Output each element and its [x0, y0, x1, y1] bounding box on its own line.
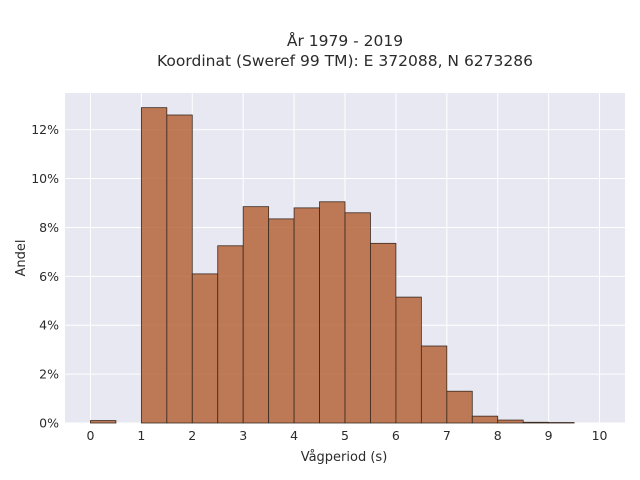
histogram-bar: [90, 420, 117, 424]
histogram-bar: [217, 245, 244, 424]
histogram-bar: [191, 273, 219, 424]
y-tick-label: 8%: [39, 220, 59, 235]
histogram-bar: [293, 207, 320, 424]
histogram-bar: [497, 419, 524, 424]
x-tick-label: 9: [545, 428, 553, 443]
histogram-bar: [344, 212, 371, 424]
histogram-bar: [471, 415, 499, 424]
y-tick-label: 2%: [39, 367, 59, 382]
histogram-bar: [140, 107, 168, 424]
x-tick-label: 5: [341, 428, 349, 443]
x-tick-label: 3: [239, 428, 247, 443]
histogram-bar: [446, 390, 473, 424]
x-tick-label: 2: [188, 428, 196, 443]
x-tick-label: 1: [137, 428, 145, 443]
histogram-bar: [166, 114, 193, 424]
x-axis-label: Vågperiod (s): [301, 450, 388, 465]
x-tick-label: 7: [443, 428, 451, 443]
x-tick-label: 6: [392, 428, 400, 443]
x-tick-label: 10: [592, 428, 608, 443]
y-tick-label: 12%: [31, 122, 59, 137]
y-axis-label: Andel: [14, 240, 29, 277]
histogram-bar: [548, 422, 575, 424]
tick-labels: 0 1 2 3 4 5 6 7 8 9 10 0% 2% 4% 6% 8% 10% 12%: [31, 122, 607, 443]
histogram-bar: [242, 206, 270, 424]
histogram-bar: [268, 218, 295, 424]
histogram-bar: [319, 201, 346, 424]
bars: [90, 107, 575, 424]
x-tick-label: 0: [86, 428, 94, 443]
y-tick-label: 0%: [39, 416, 59, 431]
chart-title-line-2: Koordinat (Sweref 99 TM): E 372088, N 62…: [157, 52, 533, 70]
histogram-bar: [420, 345, 448, 424]
histogram-bar: [522, 421, 550, 424]
y-tick-label: 4%: [39, 318, 59, 333]
histogram-bar: [370, 242, 397, 424]
x-tick-label: 8: [494, 428, 502, 443]
y-tick-label: 10%: [31, 171, 59, 186]
chart-title-line-1: År 1979 - 2019: [287, 31, 403, 50]
y-tick-label: 6%: [39, 269, 59, 284]
histogram-bar: [395, 296, 422, 424]
x-tick-label: 4: [290, 428, 298, 443]
